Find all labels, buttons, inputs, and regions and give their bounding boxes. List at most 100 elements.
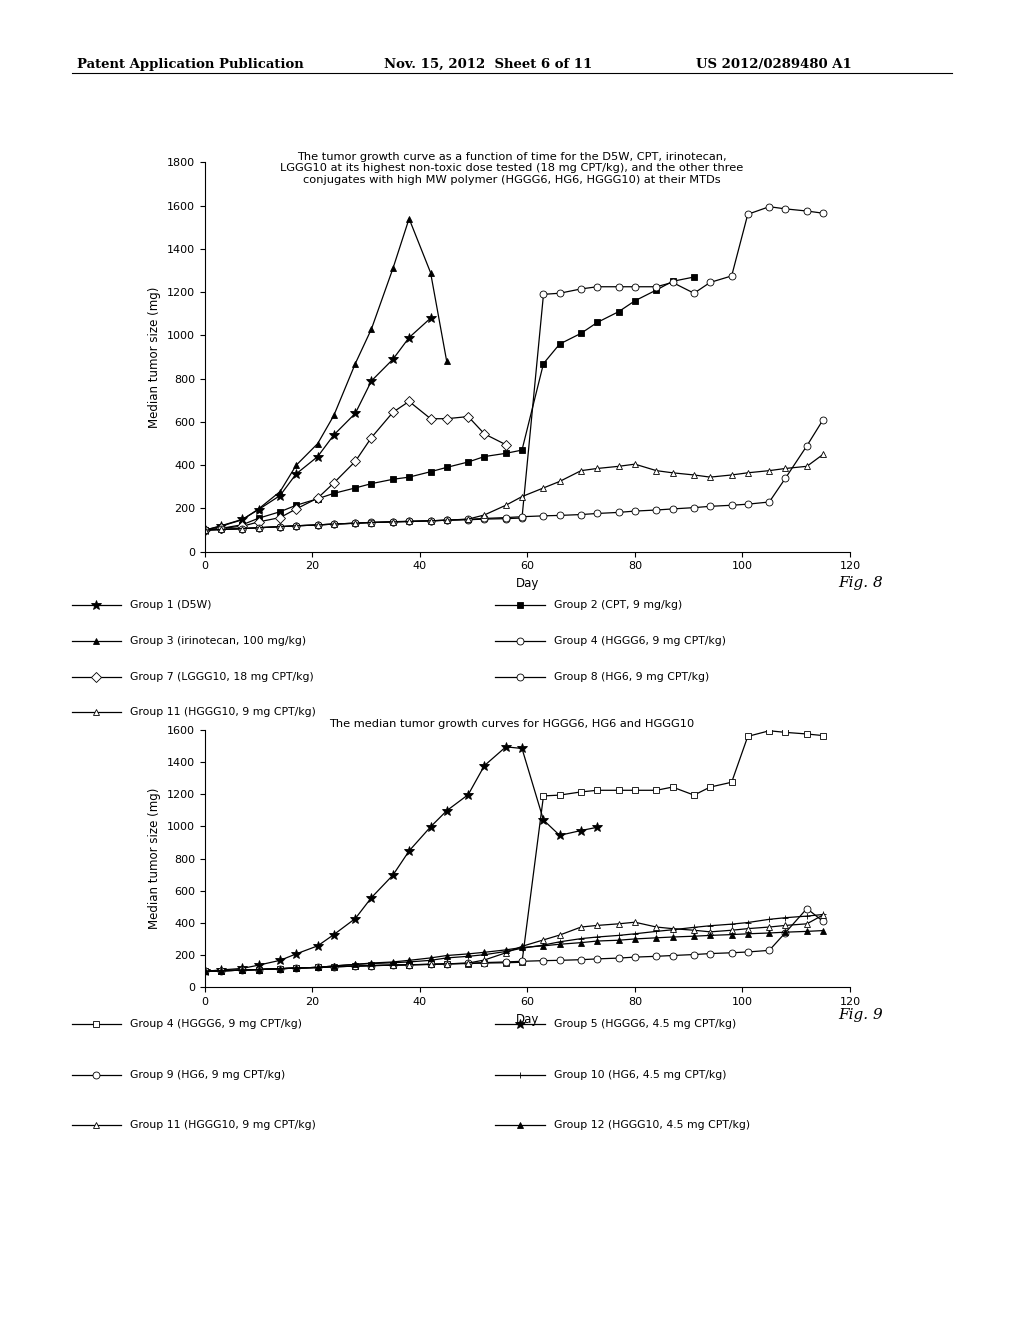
Group 11 (HGGG10, 9 mg CPT/kg) [726,467,738,483]
Text: Group 3 (irinotecan, 100 mg/kg): Group 3 (irinotecan, 100 mg/kg) [130,636,306,645]
Group 10 (HG6, 4.5 mg CPT/kg) [290,960,302,975]
Group 2 (CPT, 9 mg/kg) [500,445,512,461]
Group 1 (D5W) [366,374,378,389]
Group 9 (HG6, 9 mg CPT/kg) [705,945,717,961]
Group 11 (HGGG10, 9 mg CPT/kg) [478,507,490,523]
Group 12 (HGGG10, 4.5 mg CPT/kg) [741,925,754,941]
Group 10 (HG6, 4.5 mg CPT/kg) [274,961,287,977]
Text: Group 9 (HG6, 9 mg CPT/kg): Group 9 (HG6, 9 mg CPT/kg) [130,1069,286,1080]
Group 11 (HGGG10, 9 mg CPT/kg) [667,465,679,480]
Group 11 (HGGG10, 9 mg CPT/kg) [688,467,700,483]
Group 8 (HG6, 9 mg CPT/kg) [575,507,588,523]
Group 9 (HG6, 9 mg CPT/kg) [591,950,603,966]
Group 9 (HG6, 9 mg CPT/kg) [575,952,588,968]
Group 12 (HGGG10, 4.5 mg CPT/kg) [554,936,566,952]
Y-axis label: Median tumor size (mg): Median tumor size (mg) [148,286,162,428]
Group 4 (HGGG6, 9 mg CPT/kg) [403,957,416,973]
Group 11 (HGGG10, 9 mg CPT/kg) [290,960,302,975]
Group 4 (HGGG6, 9 mg CPT/kg) [779,201,792,216]
Group 12 (HGGG10, 4.5 mg CPT/kg) [726,927,738,942]
Group 10 (HG6, 4.5 mg CPT/kg) [311,960,324,975]
Text: Group 1 (D5W): Group 1 (D5W) [130,601,212,610]
Group 2 (CPT, 9 mg/kg) [667,273,679,289]
Group 2 (CPT, 9 mg/kg) [274,504,287,520]
Group 12 (HGGG10, 4.5 mg CPT/kg) [801,924,813,940]
Group 8 (HG6, 9 mg CPT/kg) [387,513,399,529]
Group 4 (HGGG6, 9 mg CPT/kg) [554,787,566,803]
Group 3 (irinotecan, 100 mg/kg) [349,355,361,371]
Group 9 (HG6, 9 mg CPT/kg) [462,956,474,972]
Group 11 (HGGG10, 9 mg CPT/kg) [650,919,663,935]
Group 4 (HGGG6, 9 mg CPT/kg) [575,281,588,297]
Group 11 (HGGG10, 9 mg CPT/kg) [667,921,679,937]
Group 2 (CPT, 9 mg/kg) [252,511,264,527]
Group 2 (CPT, 9 mg/kg) [650,282,663,298]
Group 7 (LGGG10, 18 mg CPT/kg) [199,523,211,539]
Group 2 (CPT, 9 mg/kg) [538,355,550,371]
Group 9 (HG6, 9 mg CPT/kg) [237,962,249,978]
Group 12 (HGGG10, 4.5 mg CPT/kg) [688,928,700,944]
Group 10 (HG6, 4.5 mg CPT/kg) [215,962,227,978]
Line: Group 8 (HG6, 9 mg CPT/kg): Group 8 (HG6, 9 mg CPT/kg) [202,416,826,533]
Line: Group 10 (HG6, 4.5 mg CPT/kg): Group 10 (HG6, 4.5 mg CPT/kg) [202,911,826,974]
Group 12 (HGGG10, 4.5 mg CPT/kg) [425,950,437,966]
Group 5 (HGGG6, 4.5 mg CPT/kg) [290,946,302,962]
Group 1 (D5W) [199,523,211,539]
Group 11 (HGGG10, 9 mg CPT/kg) [575,919,588,935]
Text: Group 4 (HGGG6, 9 mg CPT/kg): Group 4 (HGGG6, 9 mg CPT/kg) [130,1019,302,1030]
Text: US 2012/0289480 A1: US 2012/0289480 A1 [696,58,852,71]
Line: Group 11 (HGGG10, 9 mg CPT/kg): Group 11 (HGGG10, 9 mg CPT/kg) [202,451,826,533]
Group 4 (HGGG6, 9 mg CPT/kg) [274,519,287,535]
Group 4 (HGGG6, 9 mg CPT/kg) [366,957,378,973]
Group 10 (HG6, 4.5 mg CPT/kg) [667,921,679,937]
Group 8 (HG6, 9 mg CPT/kg) [425,513,437,529]
Group 9 (HG6, 9 mg CPT/kg) [763,942,775,958]
Group 9 (HG6, 9 mg CPT/kg) [817,913,829,929]
Group 8 (HG6, 9 mg CPT/kg) [478,511,490,527]
Group 2 (CPT, 9 mg/kg) [425,463,437,479]
Group 11 (HGGG10, 9 mg CPT/kg) [538,480,550,496]
Group 7 (LGGG10, 18 mg CPT/kg) [366,429,378,445]
Group 5 (HGGG6, 4.5 mg CPT/kg) [440,803,453,818]
Group 11 (HGGG10, 9 mg CPT/kg) [516,488,528,504]
Group 11 (HGGG10, 9 mg CPT/kg) [650,463,663,479]
Group 11 (HGGG10, 9 mg CPT/kg) [215,962,227,978]
Group 4 (HGGG6, 9 mg CPT/kg) [274,961,287,977]
Group 2 (CPT, 9 mg/kg) [290,498,302,513]
Group 4 (HGGG6, 9 mg CPT/kg) [705,779,717,795]
Group 4 (HGGG6, 9 mg CPT/kg) [817,206,829,222]
Group 8 (HG6, 9 mg CPT/kg) [516,508,528,524]
Group 4 (HGGG6, 9 mg CPT/kg) [311,960,324,975]
Group 2 (CPT, 9 mg/kg) [311,491,324,507]
Group 4 (HGGG6, 9 mg CPT/kg) [366,515,378,531]
Group 4 (HGGG6, 9 mg CPT/kg) [328,516,340,532]
Group 8 (HG6, 9 mg CPT/kg) [688,500,700,516]
Group 2 (CPT, 9 mg/kg) [199,523,211,539]
Group 9 (HG6, 9 mg CPT/kg) [688,946,700,962]
Group 12 (HGGG10, 4.5 mg CPT/kg) [440,948,453,964]
Group 4 (HGGG6, 9 mg CPT/kg) [328,958,340,974]
Group 11 (HGGG10, 9 mg CPT/kg) [328,516,340,532]
Group 11 (HGGG10, 9 mg CPT/kg) [705,924,717,940]
Group 10 (HG6, 4.5 mg CPT/kg) [349,957,361,973]
Group 12 (HGGG10, 4.5 mg CPT/kg) [237,962,249,978]
Group 2 (CPT, 9 mg/kg) [237,517,249,533]
Group 4 (HGGG6, 9 mg CPT/kg) [591,279,603,294]
Group 7 (LGGG10, 18 mg CPT/kg) [349,453,361,469]
Group 1 (D5W) [311,449,324,465]
Group 9 (HG6, 9 mg CPT/kg) [425,957,437,973]
Group 12 (HGGG10, 4.5 mg CPT/kg) [779,924,792,940]
Group 9 (HG6, 9 mg CPT/kg) [741,944,754,960]
Group 7 (LGGG10, 18 mg CPT/kg) [252,513,264,529]
Group 12 (HGGG10, 4.5 mg CPT/kg) [516,940,528,956]
Group 11 (HGGG10, 9 mg CPT/kg) [403,957,416,973]
Group 4 (HGGG6, 9 mg CPT/kg) [575,784,588,800]
Group 7 (LGGG10, 18 mg CPT/kg) [387,404,399,420]
Group 2 (CPT, 9 mg/kg) [366,475,378,491]
Group 4 (HGGG6, 9 mg CPT/kg) [237,962,249,978]
Group 4 (HGGG6, 9 mg CPT/kg) [801,203,813,219]
Group 4 (HGGG6, 9 mg CPT/kg) [478,956,490,972]
Line: Group 2 (CPT, 9 mg/kg): Group 2 (CPT, 9 mg/kg) [202,273,697,533]
Group 4 (HGGG6, 9 mg CPT/kg) [763,723,775,739]
Group 4 (HGGG6, 9 mg CPT/kg) [726,268,738,284]
